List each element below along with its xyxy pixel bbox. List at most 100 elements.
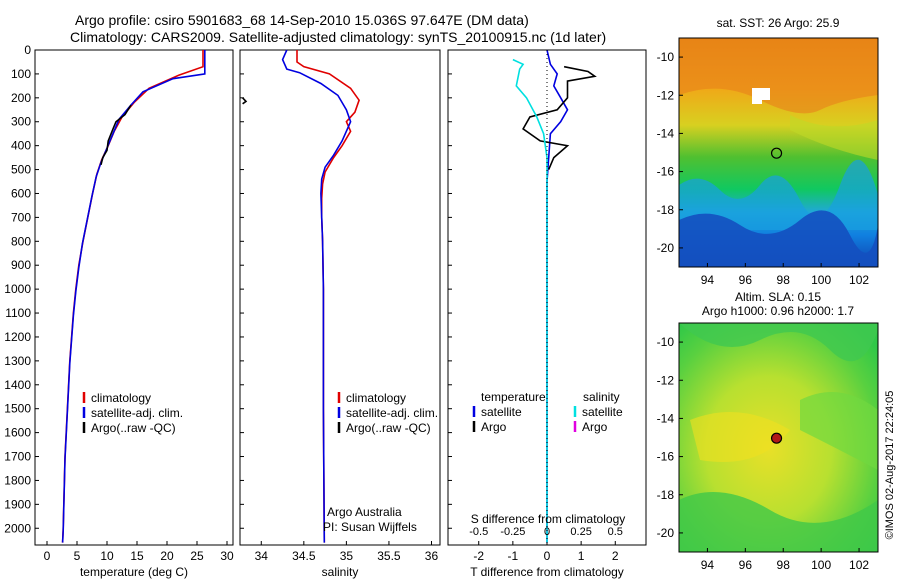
map-x-tick-label: 94 — [701, 558, 715, 572]
x-tick-label: 1 — [578, 549, 585, 563]
map-x-tick-label: 96 — [739, 558, 753, 572]
legend-title-salinity: salinity — [583, 390, 620, 404]
series-line-t-argo — [522, 65, 597, 170]
map-y-tick-label: -10 — [657, 335, 675, 349]
x-tick-label: 35.5 — [377, 549, 401, 563]
depth-tick-label: 800 — [11, 234, 31, 248]
legend-label: satellite — [582, 405, 623, 419]
x-tick-label: 2 — [612, 549, 619, 563]
map-y-tick-label: -12 — [657, 88, 675, 102]
depth-tick-label: 1500 — [4, 402, 31, 416]
series-line-argo-raw-qc- — [242, 97, 248, 105]
map-y-tick-label: -12 — [657, 373, 675, 387]
x-tick-label: 0 — [44, 549, 51, 563]
x-axis-label: T difference from climatology — [470, 565, 624, 579]
x-tick-label: 10 — [100, 549, 114, 563]
map-y-tick-label: -14 — [657, 126, 675, 140]
depth-tick-label: 1300 — [4, 354, 31, 368]
temperature-panel-frame — [34, 49, 234, 546]
legend-label: Argo — [582, 420, 608, 434]
salinity-panel-frame — [239, 49, 441, 546]
x-tick-label: 15 — [130, 549, 144, 563]
series-line-satellite-adj-clim- — [61, 50, 206, 543]
x-tick-label: -1 — [508, 549, 519, 563]
map-x-tick-label: 98 — [777, 558, 791, 572]
legend-label: satellite-adj. clim. — [91, 406, 183, 420]
depth-tick-label: 0 — [24, 43, 31, 57]
float-position-marker — [770, 147, 783, 159]
map-x-tick-label: 100 — [811, 558, 831, 572]
s-diff-axis-label: S difference from climatology — [471, 512, 626, 526]
depth-tick-label: 200 — [11, 91, 31, 105]
depth-tick-label: 1900 — [4, 497, 31, 511]
depth-tick-label: 1600 — [4, 426, 31, 440]
sla-map-frame — [678, 322, 879, 553]
legend-label: satellite-adj. clim. — [346, 406, 438, 420]
depth-tick-label: 1400 — [4, 378, 31, 392]
legend-label: Argo(..raw -QC) — [91, 421, 176, 435]
argo-australia-label: Argo Australia — [327, 505, 402, 519]
x-axis-label: salinity — [322, 565, 359, 579]
series-line-climatology — [61, 50, 204, 543]
legend-label: climatology — [346, 391, 406, 405]
series-line-t-satellite — [546, 49, 569, 543]
depth-tick-label: 2000 — [4, 521, 31, 535]
map-y-tick-label: -20 — [657, 241, 675, 255]
x-tick-label: 25 — [190, 549, 204, 563]
float-position-marker — [770, 432, 783, 444]
s-diff-tick-label: 0.25 — [570, 526, 591, 538]
x-tick-label: 34 — [255, 549, 269, 563]
legend-label: Argo — [481, 420, 507, 434]
legend-label: satellite — [481, 405, 522, 419]
depth-tick-label: 100 — [11, 67, 31, 81]
sst-map-image — [679, 38, 878, 267]
sla-map-title-line1: Altim. SLA: 0.15 — [735, 290, 821, 304]
map-y-tick-label: -16 — [657, 450, 675, 464]
x-tick-label: 36 — [425, 549, 439, 563]
s-diff-tick-label: -0.25 — [500, 526, 525, 538]
depth-tick-label: 900 — [11, 258, 31, 272]
x-tick-label: 5 — [74, 549, 81, 563]
series-line-s-satellite — [512, 58, 548, 543]
map-x-tick-label: 102 — [849, 273, 869, 287]
map-y-tick-label: -18 — [657, 203, 675, 217]
depth-tick-label: 500 — [11, 163, 31, 177]
depth-tick-label: 1800 — [4, 473, 31, 487]
sst-map-title: sat. SST: 26 Argo: 25.9 — [717, 16, 840, 30]
legend-label: Argo(..raw -QC) — [346, 421, 431, 435]
x-tick-label: 30 — [220, 549, 234, 563]
map-x-tick-label: 100 — [811, 273, 831, 287]
sla-map-title-line2: Argo h1000: 0.96 h2000: 1.7 — [702, 304, 854, 318]
map-y-tick-label: -20 — [657, 526, 675, 540]
depth-tick-label: 1700 — [4, 450, 31, 464]
depth-tick-label: 300 — [11, 115, 31, 129]
s-diff-tick-label: 0 — [544, 526, 550, 538]
depth-tick-label: 1000 — [4, 282, 31, 296]
map-x-tick-label: 102 — [849, 558, 869, 572]
x-tick-label: 20 — [160, 549, 174, 563]
x-tick-label: 35 — [340, 549, 354, 563]
map-y-tick-label: -10 — [657, 50, 675, 64]
figure-title-line2: Climatology: CARS2009. Satellite-adjuste… — [70, 29, 607, 45]
series-line-satellite-adj-clim- — [281, 49, 352, 543]
s-diff-tick-label: -0.5 — [469, 526, 488, 538]
x-tick-label: -2 — [473, 549, 484, 563]
map-x-tick-label: 98 — [777, 273, 791, 287]
series-line-argo-raw-qc- — [100, 104, 132, 165]
depth-tick-label: 1200 — [4, 330, 31, 344]
imos-credit-label: ©IMOS 02-Aug-2017 22:24:05 — [884, 391, 896, 540]
x-tick-label: 34.5 — [292, 549, 316, 563]
map-x-tick-label: 96 — [739, 273, 753, 287]
sst-map-frame — [678, 37, 879, 268]
depth-tick-label: 600 — [11, 186, 31, 200]
map-y-tick-label: -16 — [657, 165, 675, 179]
depth-tick-label: 400 — [11, 139, 31, 153]
s-diff-tick-label: 0.5 — [608, 526, 623, 538]
depth-tick-label: 1100 — [5, 306, 31, 320]
pi-label: PI: Susan Wijffels — [323, 520, 417, 534]
map-y-tick-label: -18 — [657, 488, 675, 502]
map-y-tick-label: -14 — [657, 411, 675, 425]
x-axis-label: temperature (deg C) — [80, 565, 188, 579]
figure-title-line1: Argo profile: csiro 5901683_68 14-Sep-20… — [75, 12, 529, 28]
